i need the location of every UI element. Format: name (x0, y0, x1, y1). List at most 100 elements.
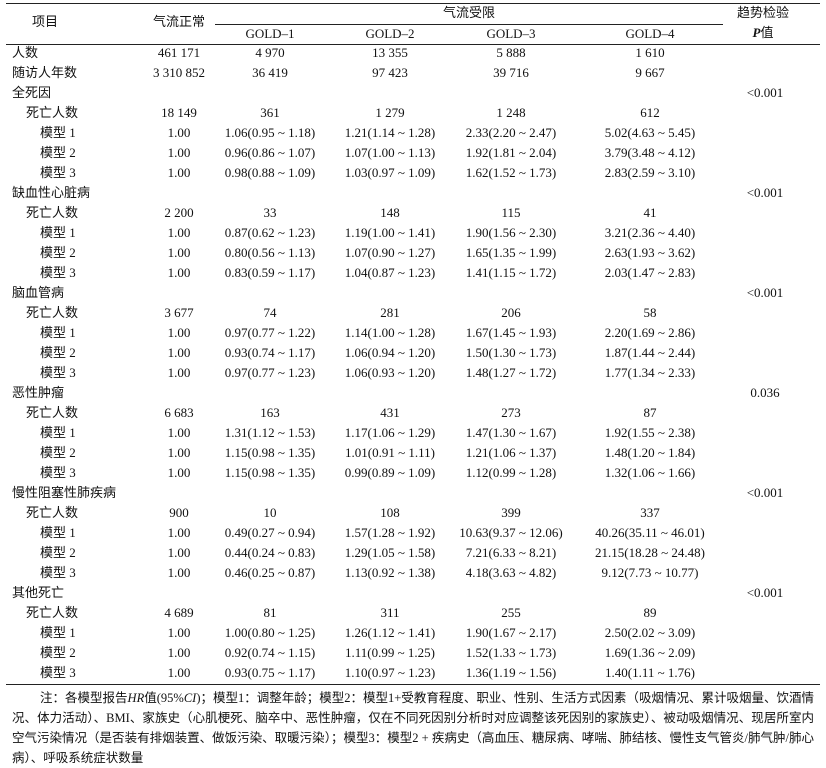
row-value: 6 683 (164, 405, 194, 420)
row-label: 模型 1 (40, 325, 76, 340)
row-label: 死亡人数 (26, 105, 79, 120)
row-value: 33 (263, 205, 277, 220)
row-label: 模型 2 (40, 345, 76, 360)
row-label: 死亡人数 (26, 305, 79, 320)
row-label: 模型 1 (40, 525, 76, 540)
header-rule (6, 44, 820, 45)
row-value: 2.03(1.47 ~ 2.83) (604, 265, 696, 280)
row-label: 模型 1 (40, 625, 76, 640)
row-value: 4.18(3.63 ~ 4.82) (465, 565, 557, 580)
section-title: 恶性肿瘤 (12, 385, 65, 400)
row-value: 1.13(0.92 ~ 1.38) (344, 565, 436, 580)
section-title: 慢性阻塞性肺疾病 (12, 485, 117, 500)
row-value: 255 (501, 605, 521, 620)
row-value: 1.29(1.05 ~ 1.58) (344, 545, 436, 560)
row-value: 1.36(1.19 ~ 1.56) (465, 665, 557, 680)
row-value: 281 (380, 305, 400, 320)
row-value: 81 (263, 605, 277, 620)
row-value: 1 248 (496, 105, 526, 120)
section-p: <0.001 (746, 585, 784, 600)
row-value: 97 423 (372, 65, 408, 80)
row-value: 1.03(0.97 ~ 1.09) (344, 165, 436, 180)
row-value: 1.11(0.99 ~ 1.25) (345, 645, 435, 660)
row-value: 0.49(0.27 ~ 0.94) (224, 525, 316, 540)
row-value: 1.40(1.11 ~ 1.76) (605, 665, 695, 680)
row-value: 1.00 (167, 465, 191, 480)
group-rule (215, 24, 723, 25)
row-value: 1.00 (167, 245, 191, 260)
row-value: 1.41(1.15 ~ 1.72) (465, 265, 557, 280)
row-value: 0.93(0.74 ~ 1.17) (224, 345, 316, 360)
row-value: 10.63(9.37 ~ 12.06) (459, 525, 563, 540)
row-label: 模型 3 (40, 565, 76, 580)
row-value: 2.63(1.93 ~ 3.62) (604, 245, 696, 260)
row-value: 1.90(1.67 ~ 2.17) (465, 625, 557, 640)
section-title: 缺血性心脏病 (12, 185, 91, 200)
row-label: 模型 3 (40, 465, 76, 480)
row-value: 9.12(7.73 ~ 10.77) (601, 565, 699, 580)
row-value: 1.69(1.36 ~ 2.09) (604, 645, 696, 660)
row-value: 0.93(0.75 ~ 1.17) (224, 665, 316, 680)
row-value: 1.00 (167, 265, 191, 280)
section-p: 0.036 (750, 385, 780, 400)
row-value: 148 (380, 205, 400, 220)
row-label: 死亡人数 (26, 505, 79, 520)
row-value: 1 279 (375, 105, 405, 120)
row-value: 1.48(1.27 ~ 1.72) (465, 365, 557, 380)
row-value: 108 (380, 505, 400, 520)
row-label: 模型 2 (40, 145, 76, 160)
row-value: 431 (380, 405, 400, 420)
row-value: 461 171 (157, 45, 201, 60)
top-rule (6, 3, 820, 4)
row-label: 模型 3 (40, 665, 76, 680)
section-title: 脑血管病 (12, 285, 65, 300)
row-value: 1.07(1.00 ~ 1.13) (344, 145, 436, 160)
row-value: 1.06(0.95 ~ 1.18) (224, 125, 316, 140)
row-value: 1.00 (167, 625, 191, 640)
row-value: 74 (263, 305, 277, 320)
row-value: 7.21(6.33 ~ 8.21) (465, 545, 557, 560)
row-value: 1.00(0.80 ~ 1.25) (224, 625, 316, 640)
row-value: 58 (643, 305, 657, 320)
p-suffix: 值 (760, 25, 774, 40)
row-value: 2.83(2.59 ~ 3.10) (604, 165, 696, 180)
row-value: 1.15(0.98 ~ 1.35) (224, 445, 316, 460)
row-value: 1.52(1.33 ~ 1.73) (465, 645, 557, 660)
header-group: 气流受限 (442, 5, 495, 20)
row-label: 模型 1 (40, 425, 76, 440)
row-value: 41 (643, 205, 657, 220)
bottom-rule (6, 684, 820, 685)
section-p: <0.001 (746, 485, 784, 500)
note-text: 注：各模型报告 (40, 691, 128, 705)
row-value: 1.65(1.35 ~ 1.99) (465, 245, 557, 260)
row-label: 模型 3 (40, 165, 76, 180)
row-value: 3.21(2.36 ~ 4.40) (604, 225, 696, 240)
row-value: 3 677 (164, 305, 194, 320)
row-value: 1.50(1.30 ~ 1.73) (465, 345, 557, 360)
row-value: 361 (260, 105, 280, 120)
row-value: 4 970 (255, 45, 285, 60)
row-value: 273 (501, 405, 521, 420)
row-value: 1.19(1.00 ~ 1.41) (344, 225, 436, 240)
row-value: 1.00 (167, 425, 191, 440)
row-value: 163 (260, 405, 280, 420)
row-value: 1.67(1.45 ~ 1.93) (465, 325, 557, 340)
row-value: 1.01(0.91 ~ 1.11) (345, 445, 435, 460)
row-value: 1.10(0.97 ~ 1.23) (344, 665, 436, 680)
row-label: 死亡人数 (26, 405, 79, 420)
row-value: 1.00 (167, 225, 191, 240)
row-value: 3.79(3.48 ~ 4.12) (604, 145, 696, 160)
row-value: 1.90(1.56 ~ 2.30) (465, 225, 557, 240)
row-value: 1.77(1.34 ~ 2.33) (604, 365, 696, 380)
row-value: 0.97(0.77 ~ 1.22) (224, 325, 316, 340)
row-value: 115 (501, 205, 521, 220)
row-value: 0.98(0.88 ~ 1.09) (224, 165, 316, 180)
row-value: 4 689 (164, 605, 194, 620)
table-note: 注：各模型报告HR值(95%CI)；模型1：调整年龄；模型2：模型1+受教育程度… (12, 688, 814, 768)
row-value: 1.31(1.12 ~ 1.53) (224, 425, 316, 440)
row-value: 2.20(1.69 ~ 2.86) (604, 325, 696, 340)
row-value: 337 (640, 505, 660, 520)
section-p: <0.001 (746, 285, 784, 300)
row-value: 0.87(0.62 ~ 1.23) (224, 225, 316, 240)
